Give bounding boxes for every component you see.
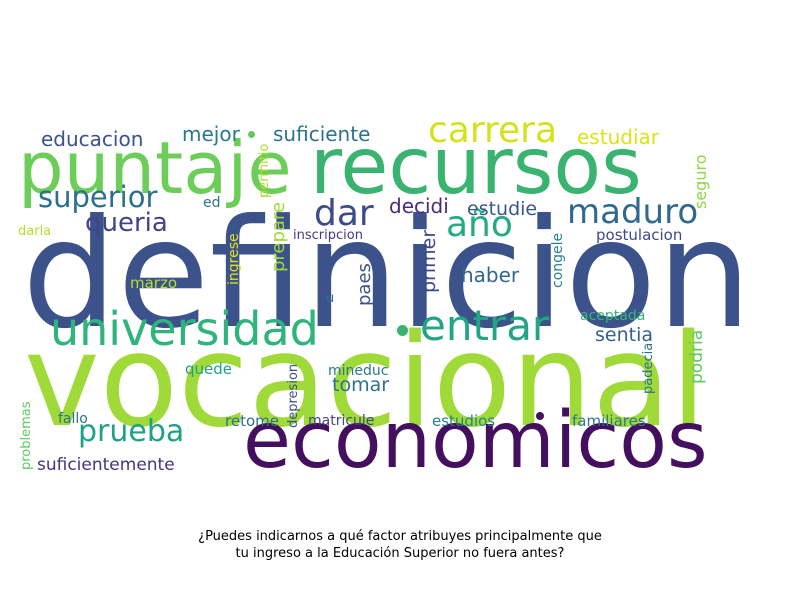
word-recursos: recursos [310,122,642,212]
word-prueba: prueba [78,414,185,449]
dot-mark [248,131,255,138]
cloud-caption: ¿Puedes indicarnos a qué factor atribuye… [150,528,650,562]
word-estudiar: estudiar [577,125,659,149]
word-estudie: estudie [467,198,538,220]
word-carrera: carrera [428,110,558,151]
caption-line-2: tu ingreso a la Educación Superior no fu… [235,546,565,561]
word-dar: dar [314,193,374,234]
word-estudios: estudios [432,412,496,430]
word-permitio: permitio [257,143,272,198]
word-u: u [326,291,335,306]
word-fallo: fallo [58,411,88,427]
word-padecia: padecia [641,342,656,394]
word-ano: año [446,204,513,245]
word-entrar: entrar [420,301,550,350]
word-sentia: sentia [595,324,654,346]
word-ed: ed [203,195,221,211]
word-suficiente: suficiente [273,122,371,146]
word-mineduc: mineduc [328,363,389,379]
dot-mark [536,412,544,420]
word-economicos: economicos [243,396,708,486]
word-mejor: mejor [182,122,240,146]
word-quede: quede [185,360,233,378]
word-ingrese: ingrese [226,233,242,285]
word-retome: retome [225,412,279,430]
word-universidad: universidad [50,302,319,356]
word-primer: primer [418,229,440,293]
word-tomar: tomar [332,374,390,396]
word-podria: podria [687,329,707,384]
word-maduro: maduro [567,192,699,232]
word-postulacion: postulacion [596,226,683,244]
word-congele: congele [550,232,566,288]
word-queria: queria [85,208,168,238]
word-suficientemente: suficientemente [37,455,175,475]
word-educacion: educacion [41,127,144,151]
word-marzo: marzo [130,274,178,292]
word-matricule: matricule [308,413,375,429]
word-darla: darla [18,224,52,239]
word-depresion: depresion [286,363,301,428]
word-superior: superior [38,180,158,214]
word-vocacional: vocacional [24,307,707,456]
word-decidi: decidi [389,194,449,218]
word-seguro: seguro [691,154,710,210]
word-familiares: familiares [572,412,646,430]
dot-mark [397,325,408,336]
word-prepare: prepare [268,201,289,272]
word-paes: paes [354,263,375,306]
caption-line-1: ¿Puedes indicarnos a qué factor atribuye… [198,529,602,544]
word-haber: haber [461,263,520,287]
word-puntaje: puntaje [18,126,292,210]
word-definicion: definicion [22,188,752,362]
word-problemas: problemas [19,401,34,470]
word-inscripcion: inscripcion [293,228,363,243]
word-aceptada: aceptada [580,308,646,324]
